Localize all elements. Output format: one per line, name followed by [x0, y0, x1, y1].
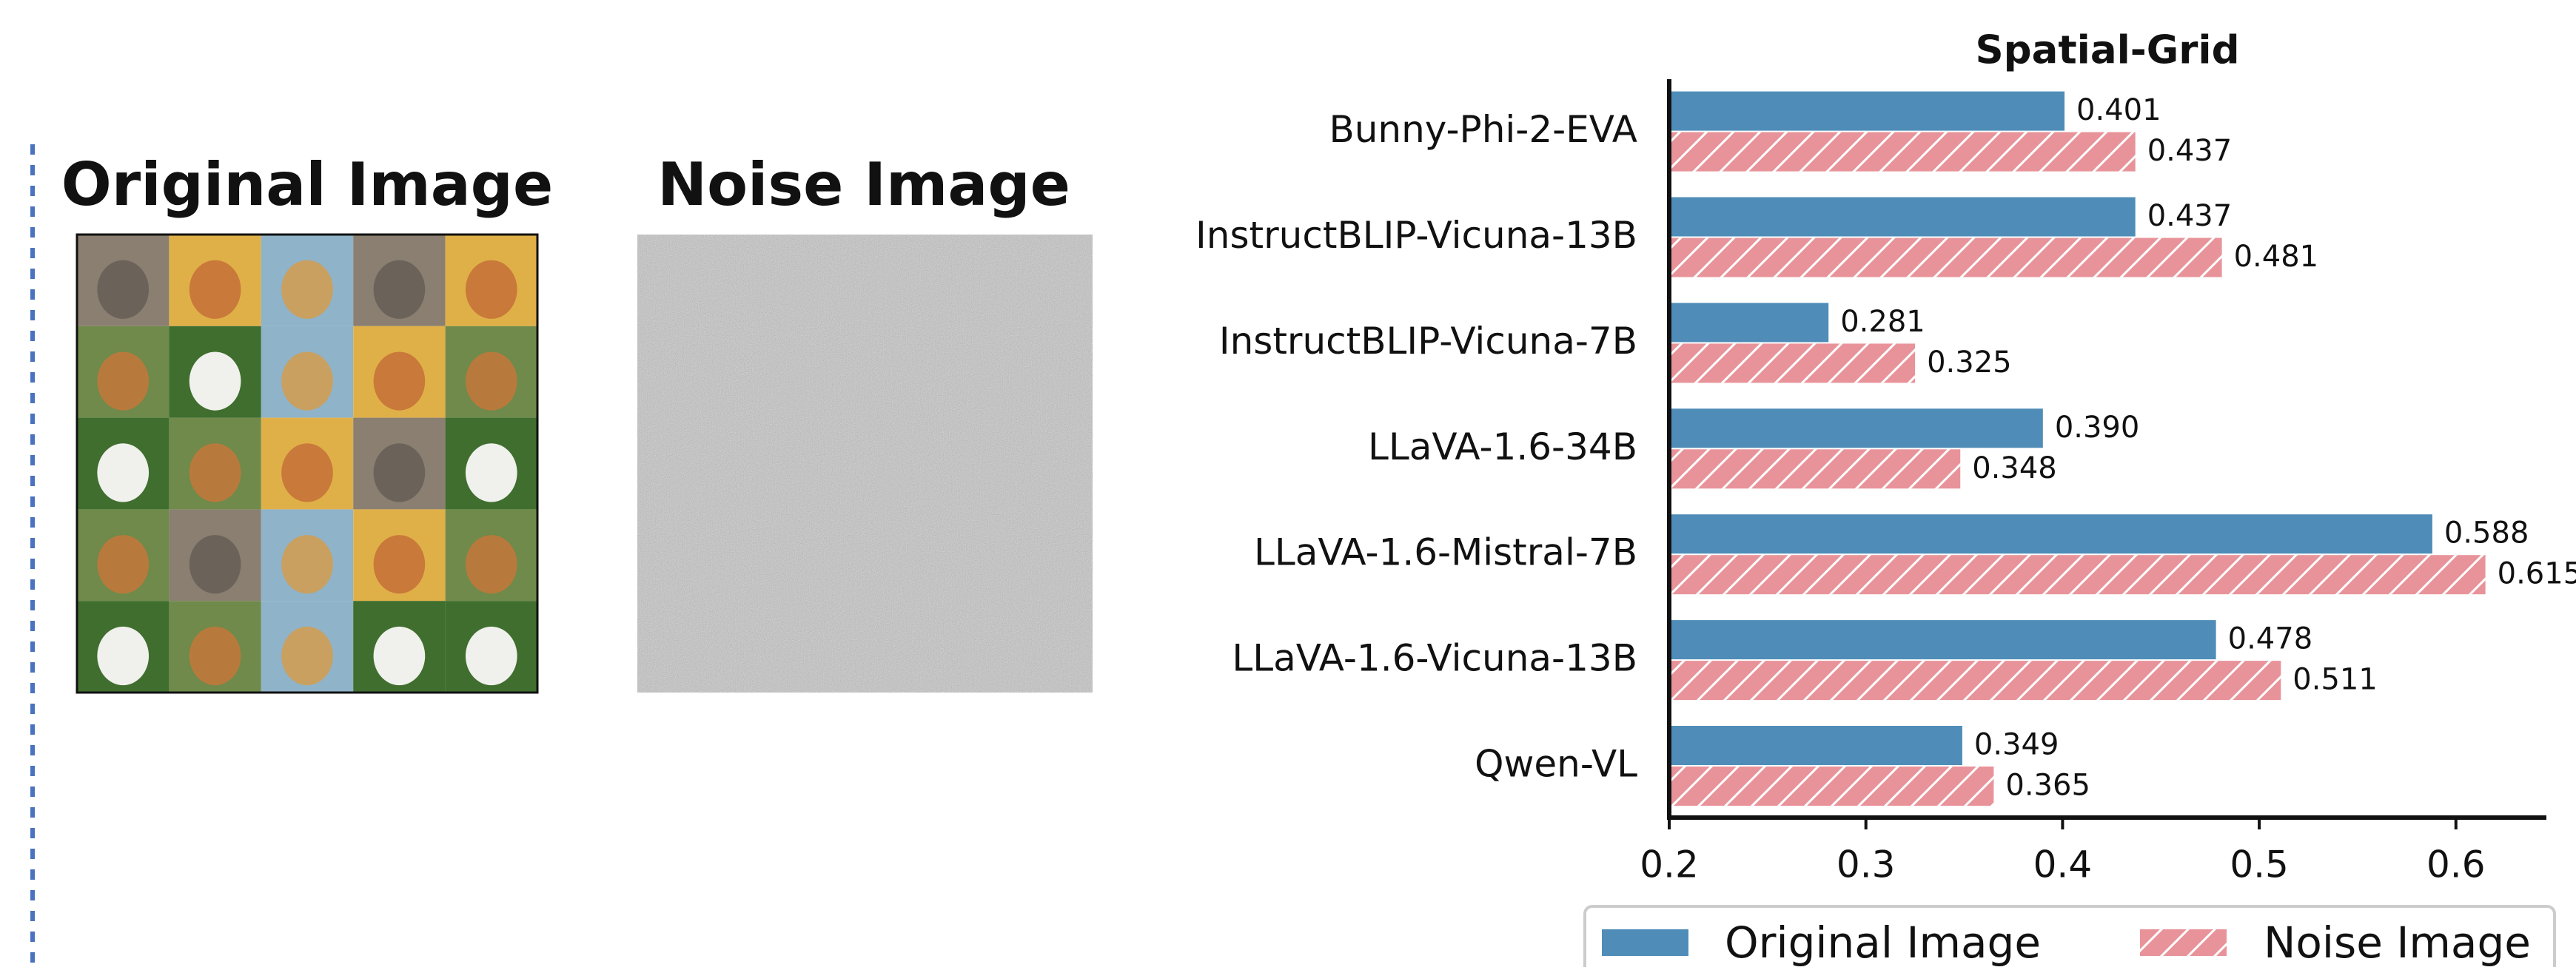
y-tick-label: LLaVA-1.6-34B: [1368, 425, 1637, 468]
tile-subject: [189, 535, 241, 593]
bar: [1669, 132, 2136, 172]
bar: [1669, 303, 1828, 342]
value-label: 0.349: [1974, 728, 2059, 762]
x-tick-label: 0.6: [2426, 843, 2486, 886]
tile-subject: [97, 627, 149, 685]
tile-subject: [466, 260, 517, 319]
value-label: 0.390: [2055, 411, 2140, 445]
bar: [1669, 514, 2432, 553]
bar: [1669, 620, 2216, 659]
tile-subject: [281, 260, 333, 319]
value-label: 0.437: [2147, 199, 2233, 233]
tile-subject: [374, 627, 426, 685]
figure: Original Image Noise Image Spatial-Grid …: [0, 0, 2576, 967]
tile-subject: [97, 535, 149, 593]
noise-image: [637, 235, 1093, 693]
value-label: 0.365: [2005, 769, 2090, 803]
legend-label: Original Image: [1725, 917, 2041, 967]
y-tick-label: Qwen-VL: [1475, 743, 1637, 786]
y-tick-label: LLaVA-1.6-Vicuna-13B: [1232, 637, 1637, 680]
bar: [1669, 449, 1960, 488]
bar: [1669, 555, 2486, 594]
tile-subject: [466, 351, 517, 410]
value-label: 0.401: [2076, 93, 2161, 127]
tile-subject: [374, 443, 426, 502]
bar: [1669, 661, 2281, 700]
page: Original Image Noise Image Spatial-Grid …: [0, 0, 2576, 967]
bar: [1669, 343, 1915, 383]
value-label: 0.478: [2228, 622, 2313, 656]
tile-subject: [374, 351, 426, 410]
tile-subject: [97, 260, 149, 319]
value-label: 0.615: [2498, 557, 2576, 591]
tile-subject: [189, 260, 241, 319]
value-label: 0.481: [2234, 240, 2319, 274]
tile-subject: [97, 351, 149, 410]
bar: [1669, 238, 2222, 277]
tile-subject: [281, 535, 333, 593]
bar: [1669, 726, 1962, 765]
y-tick-label: InstructBLIP-Vicuna-7B: [1219, 320, 1637, 363]
legend-swatch: [2140, 929, 2227, 956]
tile-subject: [189, 351, 241, 410]
tile-subject: [281, 443, 333, 502]
x-tick-label: 0.3: [1837, 843, 1896, 886]
tile-subject: [97, 443, 149, 502]
tile-subject: [189, 627, 241, 685]
legend-label: Noise Image: [2264, 917, 2531, 967]
legend-swatch: [1602, 929, 1688, 956]
y-tick-label: Bunny-Phi-2-EVA: [1329, 108, 1637, 151]
bar: [1669, 767, 1993, 806]
bar: [1669, 408, 2043, 448]
y-tick-label: InstructBLIP-Vicuna-13B: [1195, 214, 1637, 257]
value-label: 0.348: [1972, 451, 2057, 485]
tile-subject: [189, 443, 241, 502]
tile-subject: [374, 535, 426, 593]
panel-title: Noise Image: [657, 150, 1070, 219]
tile-subject: [281, 627, 333, 685]
value-label: 0.437: [2147, 134, 2233, 168]
tile-subject: [466, 627, 517, 685]
value-label: 0.511: [2292, 663, 2378, 697]
original-image: [77, 235, 537, 693]
bar: [1669, 198, 2136, 237]
y-tick-label: LLaVA-1.6-Mistral-7B: [1254, 531, 1637, 574]
tile-subject: [466, 443, 517, 502]
value-label: 0.281: [1840, 305, 1925, 339]
value-label: 0.325: [1927, 346, 2012, 380]
tile-subject: [374, 260, 426, 319]
panel-title: Original Image: [61, 150, 553, 219]
chart-title: Spatial-Grid: [1975, 28, 2239, 73]
tile-subject: [466, 535, 517, 593]
tile-subject: [281, 351, 333, 410]
x-tick-label: 0.2: [1640, 843, 1699, 886]
value-label: 0.588: [2444, 516, 2529, 550]
x-tick-label: 0.5: [2230, 843, 2289, 886]
x-tick-label: 0.4: [2033, 843, 2093, 886]
bar: [1669, 92, 2065, 131]
